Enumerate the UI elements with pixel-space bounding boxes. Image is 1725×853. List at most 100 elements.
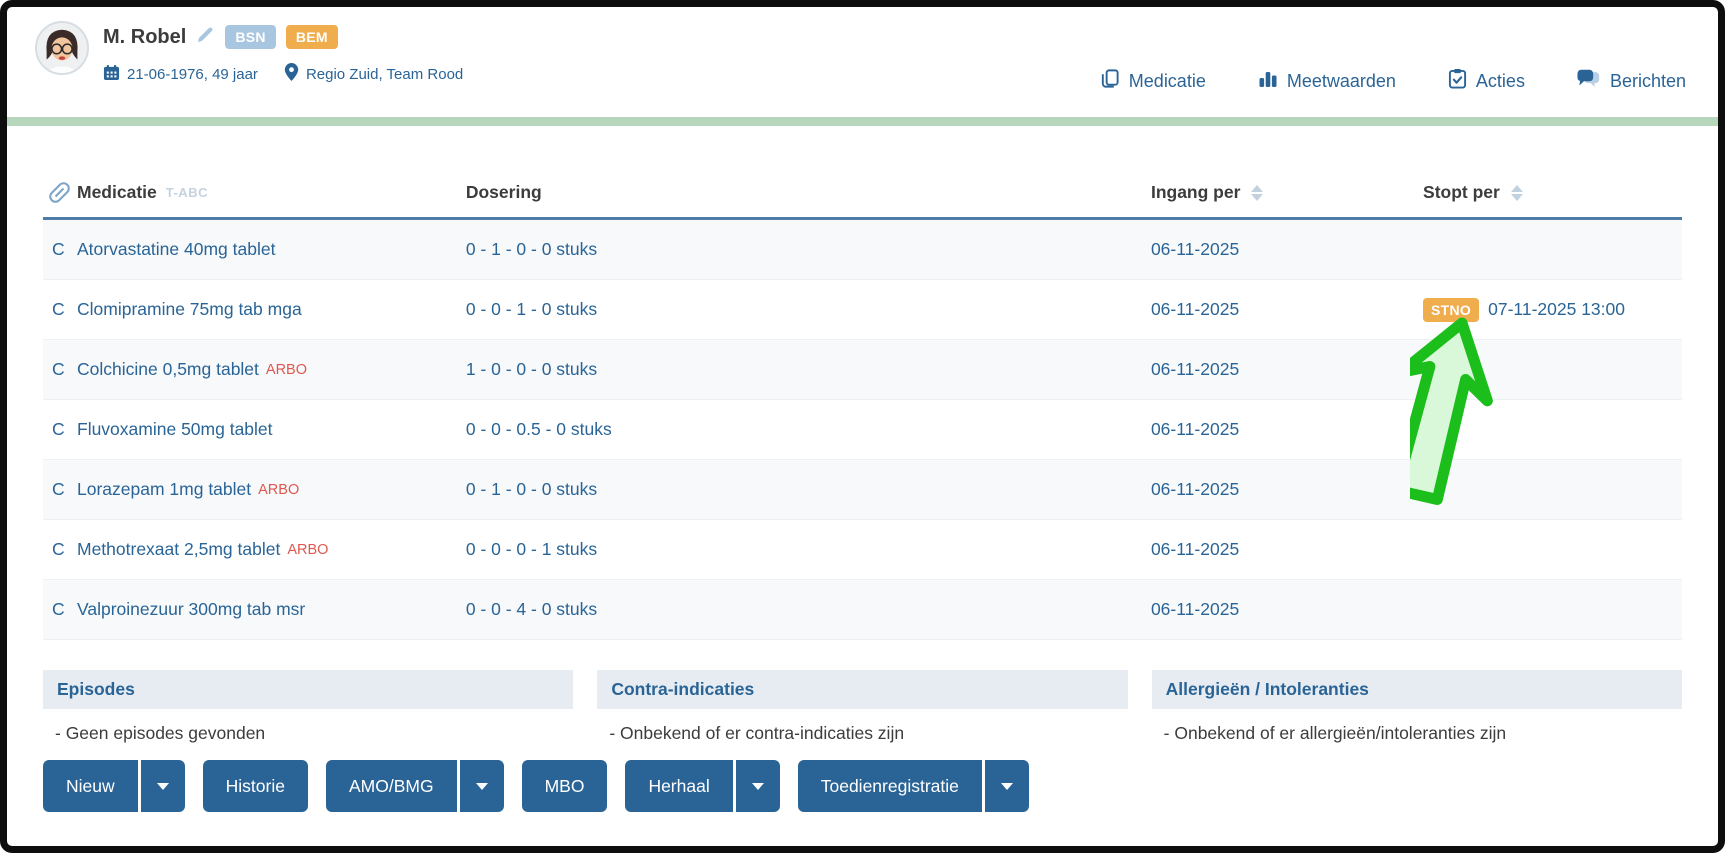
action-button-bar: Nieuw Historie AMO/BMG MBO Herhaal Toedi… bbox=[43, 760, 1682, 812]
patient-name: M. Robel bbox=[103, 25, 187, 48]
col-header-dosering: Dosering bbox=[465, 182, 542, 202]
nav-acties[interactable]: Acties bbox=[1448, 45, 1525, 117]
location-pin-icon bbox=[284, 63, 299, 85]
col-header-stopt-per[interactable]: Stopt per bbox=[1423, 182, 1500, 202]
medication-link[interactable]: Valproinezuur 300mg tab msr bbox=[77, 599, 306, 619]
avatar[interactable] bbox=[35, 21, 89, 75]
nieuw-button-group: Nieuw bbox=[43, 760, 185, 812]
patient-birthdate: 21-06-1976, 49 jaar bbox=[127, 65, 258, 83]
start-date: 06-11-2025 bbox=[1150, 599, 1240, 619]
table-row[interactable]: C Valproinezuur 300mg tab msr 0 - 0 - 4 … bbox=[43, 580, 1682, 640]
medication-link[interactable]: Lorazepam 1mg tablet bbox=[77, 479, 252, 499]
nav-medicatie[interactable]: Medicatie bbox=[1099, 45, 1206, 117]
dosage-value: 0 - 0 - 0.5 - 0 stuks bbox=[465, 419, 612, 439]
chevron-down-icon bbox=[156, 782, 169, 790]
table-row[interactable]: C Fluvoxamine 50mg tablet 0 - 0 - 0.5 - … bbox=[43, 400, 1682, 460]
medication-code: C bbox=[52, 239, 65, 259]
medication-link[interactable]: Fluvoxamine 50mg tablet bbox=[77, 419, 273, 439]
herhaal-dropdown-button[interactable] bbox=[735, 760, 780, 812]
medication-code: C bbox=[52, 599, 65, 619]
contra-indicaties-panel-content: - Onbekend of er contra-indicaties zijn bbox=[609, 723, 905, 743]
medication-code: C bbox=[52, 359, 65, 379]
team-item: Regio Zuid, Team Rood bbox=[284, 63, 463, 85]
pill-icon bbox=[43, 180, 77, 205]
stop-date: 07-11-2025 13:00 bbox=[1488, 299, 1625, 319]
mbo-button[interactable]: MBO bbox=[521, 760, 608, 812]
bsn-badge[interactable]: BSN bbox=[225, 25, 276, 49]
table-row[interactable]: C Atorvastatine 40mg tablet 0 - 1 - 0 - … bbox=[43, 220, 1682, 280]
col-header-ingang-per[interactable]: Ingang per bbox=[1150, 182, 1241, 202]
nav-berichten[interactable]: Berichten bbox=[1577, 45, 1686, 117]
herhaal-button[interactable]: Herhaal bbox=[625, 760, 733, 812]
dosage-value: 0 - 0 - 0 - 1 stuks bbox=[465, 539, 598, 559]
table-row[interactable]: C Colchicine 0,5mg tablet ARBO 1 - 0 - 0… bbox=[43, 340, 1682, 400]
col-header-medicatie[interactable]: Medicatie bbox=[77, 182, 157, 202]
chat-bubbles-icon bbox=[1577, 69, 1601, 94]
amo-bmg-button[interactable]: AMO/BMG bbox=[325, 760, 457, 812]
header-divider-bar bbox=[7, 117, 1718, 126]
medication-link[interactable]: Colchicine 0,5mg tablet bbox=[77, 359, 259, 379]
nav-meetwaarden[interactable]: Meetwaarden bbox=[1258, 45, 1396, 117]
medication-link[interactable]: Clomipramine 75mg tab mga bbox=[77, 299, 302, 319]
patient-team: Regio Zuid, Team Rood bbox=[305, 65, 464, 83]
sort-icon[interactable] bbox=[1510, 184, 1523, 201]
allergieen-panel: Allergieën / Intoleranties - Onbekend of… bbox=[1151, 670, 1682, 744]
nieuw-button[interactable]: Nieuw bbox=[43, 760, 138, 812]
allergieen-panel-title: Allergieën / Intoleranties bbox=[1151, 670, 1682, 709]
medication-link[interactable]: Atorvastatine 40mg tablet bbox=[77, 239, 276, 259]
episodes-panel: Episodes - Geen episodes gevonden bbox=[43, 670, 574, 744]
patient-info: M. Robel BSN BEM 21-06-1976, 49 jaar bbox=[35, 21, 463, 117]
bem-badge[interactable]: BEM bbox=[285, 25, 338, 49]
contra-indicaties-panel-title: Contra-indicaties bbox=[597, 670, 1128, 709]
dosage-value: 0 - 0 - 4 - 0 stuks bbox=[465, 599, 598, 619]
medication-code: C bbox=[52, 419, 65, 439]
chevron-down-icon bbox=[475, 782, 488, 790]
stno-badge: STNO bbox=[1423, 297, 1480, 322]
nav-medicatie-label: Medicatie bbox=[1128, 70, 1206, 91]
start-date: 06-11-2025 bbox=[1150, 239, 1240, 259]
arbo-tag: ARBO bbox=[287, 541, 329, 558]
medication-code: C bbox=[52, 299, 65, 319]
amo-bmg-dropdown-button[interactable] bbox=[459, 760, 504, 812]
dosage-value: 0 - 1 - 0 - 0 stuks bbox=[465, 239, 598, 259]
historie-button[interactable]: Historie bbox=[202, 760, 308, 812]
amo-bmg-button-group: AMO/BMG bbox=[325, 760, 504, 812]
start-date: 06-11-2025 bbox=[1150, 299, 1240, 319]
dosage-value: 0 - 1 - 0 - 0 stuks bbox=[465, 479, 598, 499]
chevron-down-icon bbox=[751, 782, 764, 790]
medication-code: C bbox=[52, 479, 65, 499]
contra-indicaties-panel: Contra-indicaties - Onbekend of er contr… bbox=[597, 670, 1128, 744]
start-date: 06-11-2025 bbox=[1150, 419, 1240, 439]
patient-header: M. Robel BSN BEM 21-06-1976, 49 jaar bbox=[7, 7, 1718, 117]
table-row[interactable]: C Methotrexaat 2,5mg tablet ARBO 0 - 0 -… bbox=[43, 520, 1682, 580]
table-row[interactable]: C Lorazepam 1mg tablet ARBO 0 - 1 - 0 - … bbox=[43, 460, 1682, 520]
top-navigation: Medicatie Meetwaarden Acties Berichten bbox=[1099, 45, 1686, 117]
sort-icon[interactable] bbox=[1251, 184, 1264, 201]
toedienregistratie-button-group: Toedienregistratie bbox=[797, 760, 1029, 812]
herhaal-button-group: Herhaal bbox=[625, 760, 780, 812]
edit-pencil-icon[interactable] bbox=[196, 25, 215, 49]
start-date: 06-11-2025 bbox=[1150, 539, 1240, 559]
nieuw-dropdown-button[interactable] bbox=[140, 760, 185, 812]
medication-link[interactable]: Methotrexaat 2,5mg tablet bbox=[77, 539, 281, 559]
table-row[interactable]: C Clomipramine 75mg tab mga 0 - 0 - 1 - … bbox=[43, 280, 1682, 340]
arbo-tag: ARBO bbox=[258, 481, 300, 498]
nav-acties-label: Acties bbox=[1475, 70, 1525, 91]
sort-mode-label[interactable]: T-ABC bbox=[165, 185, 208, 200]
start-date: 06-11-2025 bbox=[1150, 359, 1240, 379]
chevron-down-icon bbox=[1000, 782, 1013, 790]
bar-chart-icon bbox=[1258, 69, 1278, 94]
episodes-panel-content: - Geen episodes gevonden bbox=[55, 723, 266, 743]
nav-berichten-label: Berichten bbox=[1609, 70, 1686, 91]
nav-meetwaarden-label: Meetwaarden bbox=[1286, 70, 1396, 91]
dosage-value: 1 - 0 - 0 - 0 stuks bbox=[465, 359, 598, 379]
clipboard-check-icon bbox=[1448, 68, 1467, 94]
start-date: 06-11-2025 bbox=[1150, 479, 1240, 499]
dosage-value: 0 - 0 - 1 - 0 stuks bbox=[465, 299, 598, 319]
toedienregistratie-dropdown-button[interactable] bbox=[984, 760, 1029, 812]
calendar-icon bbox=[103, 64, 120, 85]
medication-code: C bbox=[52, 539, 65, 559]
toedienregistratie-button[interactable]: Toedienregistratie bbox=[797, 760, 982, 812]
episodes-panel-title: Episodes bbox=[43, 670, 574, 709]
